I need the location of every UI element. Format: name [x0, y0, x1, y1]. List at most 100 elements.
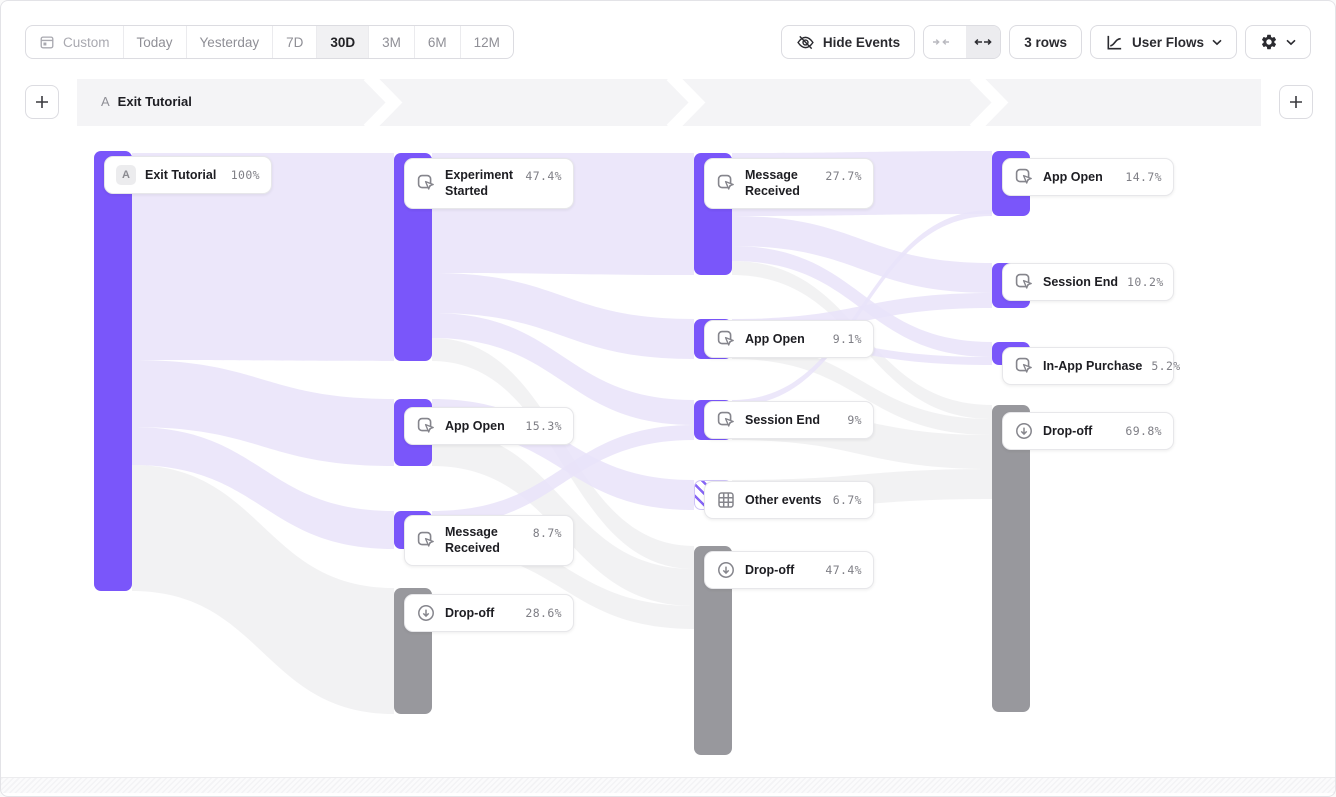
- event-cursor-icon: [716, 410, 736, 430]
- node-percentage: 27.7%: [825, 169, 862, 183]
- date-range-label: Custom: [63, 34, 110, 50]
- path-steps-band: A Exit Tutorial: [77, 79, 1261, 126]
- step-label[interactable]: A Exit Tutorial: [101, 94, 192, 109]
- add-step-left-button[interactable]: [25, 85, 59, 119]
- node-card-drop-off-4[interactable]: Drop-off 69.8%: [1002, 412, 1174, 450]
- toolbar-right: Hide Events 3 rows: [780, 25, 1311, 59]
- node-label: Drop-off: [445, 605, 495, 620]
- node-card-experiment-started[interactable]: Experiment Started 47.4%: [404, 158, 574, 209]
- node-label: App Open: [745, 331, 805, 346]
- event-cursor-icon: [416, 416, 436, 436]
- flow-ribbon-message-received-2-to-session-end-3[interactable]: [432, 425, 694, 526]
- footer-strip: [1, 777, 1335, 793]
- node-card-message-received-2[interactable]: Message Received 8.7%: [404, 515, 574, 566]
- event-cursor-icon: [716, 173, 736, 193]
- node-label: Message Received: [745, 168, 800, 199]
- node-percentage: 9%: [847, 413, 862, 427]
- node-percentage: 14.7%: [1125, 170, 1162, 184]
- node-bar-drop-off-4[interactable]: [992, 405, 1030, 712]
- node-card-drop-off-3[interactable]: Drop-off 47.4%: [704, 551, 874, 589]
- flow-ribbon-exit-tutorial-to-experiment-started[interactable]: [132, 153, 394, 361]
- node-card-session-end-3[interactable]: Session End 9%: [704, 401, 874, 439]
- grid-icon: [716, 490, 736, 510]
- node-percentage: 100%: [230, 168, 260, 182]
- event-cursor-icon: [1014, 356, 1034, 376]
- node-label: Exit Tutorial: [145, 167, 217, 182]
- date-range-12m[interactable]: 12M: [473, 34, 500, 50]
- node-label: App Open: [1043, 169, 1103, 184]
- node-card-app-open-4[interactable]: App Open 14.7%: [1002, 158, 1174, 196]
- node-percentage: 5.2%: [1151, 359, 1181, 373]
- expand-columns-button[interactable]: [966, 26, 1001, 58]
- collapse-columns-button[interactable]: [924, 26, 958, 58]
- node-card-in-app-purchase[interactable]: In-App Purchase 5.2%: [1002, 347, 1180, 385]
- node-card-message-received-3[interactable]: Message Received 27.7%: [704, 158, 874, 209]
- date-range-3m[interactable]: 3M: [369, 26, 415, 58]
- event-cursor-icon: [416, 173, 436, 193]
- event-cursor-icon: [416, 530, 436, 550]
- settings-menu[interactable]: [1245, 25, 1311, 59]
- node-percentage: 69.8%: [1125, 424, 1162, 438]
- node-label: Message Received: [445, 525, 500, 556]
- view-selector[interactable]: User Flows: [1089, 25, 1237, 59]
- flow-chart-icon: [1105, 33, 1124, 52]
- node-percentage: 6.7%: [832, 493, 862, 507]
- flow-ribbon-exit-tutorial-to-app-open-2[interactable]: [132, 360, 394, 466]
- node-label: Drop-off: [1043, 423, 1093, 438]
- flow-ribbon-message-received-3-to-in-app-purchase[interactable]: [732, 246, 992, 357]
- node-percentage: 10.2%: [1127, 275, 1164, 289]
- node-card-other-events[interactable]: Other events 6.7%: [704, 481, 874, 519]
- node-card-exit-tutorial[interactable]: A Exit Tutorial 100%: [104, 156, 272, 194]
- event-cursor-icon: [716, 329, 736, 349]
- flow-ribbon-message-received-3-to-session-end-4[interactable]: [732, 216, 992, 293]
- date-range-6m[interactable]: 6M: [415, 26, 461, 58]
- date-range-custom[interactable]: Custom: [26, 26, 124, 58]
- hide-events-button[interactable]: Hide Events: [780, 25, 916, 59]
- date-range-today[interactable]: Today: [124, 26, 187, 58]
- flow-ribbon-exit-tutorial-to-drop-off-2[interactable]: [132, 465, 394, 714]
- flow-ribbon-app-open-3-to-drop-off-4[interactable]: [732, 343, 992, 435]
- add-step-right-button[interactable]: [1279, 85, 1313, 119]
- drop-off-arrow-icon: [1014, 421, 1034, 441]
- step-letter-badge: A: [116, 165, 136, 185]
- date-range-7d[interactable]: 7D: [273, 26, 318, 58]
- node-card-drop-off-2[interactable]: Drop-off 28.6%: [404, 594, 574, 632]
- node-percentage: 9.1%: [832, 332, 862, 346]
- node-percentage: 15.3%: [525, 419, 562, 433]
- step-chevrons: [363, 79, 1009, 126]
- toolbar: Custom Today Yesterday 7D 30D 3M 6M 12M …: [25, 25, 1311, 59]
- event-cursor-icon: [1014, 167, 1034, 187]
- node-label: Other events: [745, 492, 822, 507]
- node-card-session-end-4[interactable]: Session End 10.2%: [1002, 263, 1174, 301]
- node-card-app-open-3[interactable]: App Open 9.1%: [704, 320, 874, 358]
- flow-ribbon-experiment-started-to-app-open-3[interactable]: [432, 273, 694, 359]
- drop-off-arrow-icon: [716, 560, 736, 580]
- drop-off-arrow-icon: [416, 603, 436, 623]
- node-label: Session End: [745, 412, 821, 427]
- step-prefix: A: [101, 94, 110, 109]
- gear-icon: [1260, 33, 1278, 51]
- chevron-down-icon: [1286, 39, 1296, 46]
- flow-ribbon-session-end-3-to-app-open-4[interactable]: [732, 210, 992, 406]
- column-width-control: [923, 25, 1002, 59]
- node-label: Drop-off: [745, 562, 795, 577]
- node-percentage: 47.4%: [825, 563, 862, 577]
- node-card-app-open-2[interactable]: App Open 15.3%: [404, 407, 574, 445]
- node-bar-exit-tutorial[interactable]: [94, 151, 132, 591]
- chevron-down-icon: [1212, 39, 1222, 46]
- node-percentage: 47.4%: [525, 169, 562, 183]
- node-label: Session End: [1043, 274, 1119, 289]
- flow-ribbon-exit-tutorial-to-message-received-2[interactable]: [132, 427, 394, 549]
- node-percentage: 8.7%: [532, 526, 562, 540]
- node-percentage: 28.6%: [525, 606, 562, 620]
- date-range-yesterday[interactable]: Yesterday: [187, 26, 274, 58]
- node-label: In-App Purchase: [1043, 358, 1143, 373]
- step-name: Exit Tutorial: [117, 94, 192, 109]
- rows-button[interactable]: 3 rows: [1009, 25, 1082, 59]
- flow-ribbon-experiment-started-to-session-end-3[interactable]: [432, 313, 694, 425]
- calendar-icon: [39, 34, 55, 50]
- eye-off-icon: [796, 33, 815, 52]
- date-range-30d[interactable]: 30D: [317, 26, 370, 58]
